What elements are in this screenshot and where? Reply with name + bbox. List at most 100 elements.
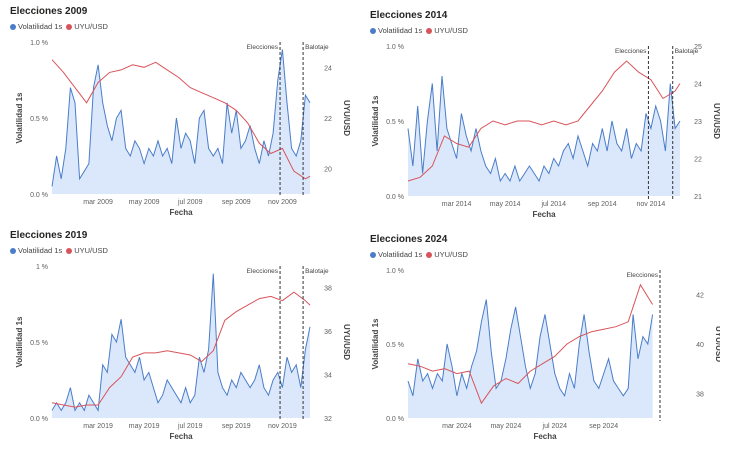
- legend-label-volatilidad: Volatilidad 1s: [18, 246, 63, 255]
- y-tick-label: 1.0 %: [386, 268, 404, 275]
- annotation-label: Balotaje: [305, 44, 329, 51]
- y-tick-label: 0.0 %: [386, 194, 404, 201]
- y2-axis-title: UYU/USD: [342, 100, 350, 136]
- annotation-label: Elecciones: [247, 268, 279, 275]
- legend-item-volatilidad: Volatilidad 1s: [10, 246, 62, 255]
- y-tick-label: 1 %: [36, 264, 48, 271]
- legend-item-uyu-usd: UYU/USD: [66, 246, 108, 255]
- legend-label-volatilidad: Volatilidad 1s: [18, 22, 63, 31]
- legend-item-volatilidad: Volatilidad 1s: [10, 22, 62, 31]
- y2-tick-label: 38: [324, 286, 332, 293]
- y2-tick-label: 34: [324, 373, 332, 380]
- x-tick-label: sep 2009: [222, 199, 251, 206]
- y2-tick-label: 25: [694, 44, 702, 51]
- annotation-label: Balotaje: [675, 48, 699, 55]
- y-tick-label: 0.0 %: [30, 416, 48, 423]
- x-tick-label: mar 2019: [83, 423, 113, 430]
- y2-axis-title: UYU/USD: [714, 326, 720, 362]
- y-axis-title: Volatilidad 1s: [371, 318, 380, 370]
- series-volatilidad-line: [407, 299, 654, 398]
- x-tick-label: may 2009: [129, 199, 160, 206]
- chart-title: Elecciones 2024: [370, 234, 448, 245]
- x-tick-label: nov 2014: [636, 201, 665, 208]
- x-tick-label: sep 2024: [589, 423, 618, 430]
- series-volatilidad-line: [51, 49, 311, 187]
- annotation-label: Elecciones: [627, 272, 659, 279]
- chart-panel-2019: Elecciones 2019 Volatilidad 1s UYU/USD 0…: [10, 230, 350, 445]
- y-tick-label: 0.5 %: [30, 116, 48, 123]
- y-axis-title: Volatilidad 1s: [15, 92, 24, 144]
- series-uyu-usd-line: [51, 291, 311, 408]
- chart-legend: Volatilidad 1s UYU/USD: [370, 250, 472, 259]
- x-tick-label: nov 2019: [268, 423, 297, 430]
- legend-dot-uyu-usd: [66, 23, 73, 30]
- y-axis-title: Volatilidad 1s: [15, 316, 24, 368]
- chart-legend: Volatilidad 1s UYU/USD: [370, 26, 472, 35]
- series-uyu-usd-line: [407, 283, 654, 405]
- y2-tick-label: 22: [694, 157, 702, 164]
- chart-legend: Volatilidad 1s UYU/USD: [10, 22, 112, 31]
- legend-label-volatilidad: Volatilidad 1s: [378, 26, 423, 35]
- annotation-label: Elecciones: [247, 44, 279, 51]
- y-tick-label: 0.5 %: [30, 340, 48, 347]
- y2-axis-title: UYU/USD: [342, 324, 350, 360]
- chart-title: Elecciones 2014: [370, 10, 448, 21]
- x-axis-title: Fecha: [169, 208, 193, 216]
- annotation-label: Balotaje: [305, 268, 329, 275]
- x-tick-label: jul 2019: [177, 423, 203, 430]
- y2-tick-label: 40: [696, 342, 704, 349]
- x-axis-title: Fecha: [533, 432, 557, 441]
- legend-dot-volatilidad: [370, 251, 376, 258]
- series-volatilidad-area: [408, 76, 680, 196]
- legend-label-uyu-usd: UYU/USD: [434, 26, 468, 35]
- chart-plot: 0.0 % 0.5 % 1.0 % 21 22 23 24 25 mar 2014 may 201…: [371, 44, 720, 219]
- legend-dot-uyu-usd: [426, 27, 433, 34]
- x-tick-label: jul 2014: [540, 201, 566, 208]
- chart-plot: 0.0 % 0.5 % 1 % 32 34 36 38 mar 2019 may 2019 jul…: [15, 264, 350, 441]
- legend-dot-volatilidad: [10, 23, 16, 30]
- y-tick-label: 0.0 %: [386, 416, 404, 423]
- x-tick-label: sep 2019: [222, 423, 251, 430]
- y-tick-label: 1.0 %: [386, 44, 404, 51]
- y-tick-label: 1.0 %: [30, 40, 48, 47]
- chart-legend: Volatilidad 1s UYU/USD: [10, 246, 112, 255]
- legend-item-uyu-usd: UYU/USD: [426, 26, 468, 35]
- legend-dot-volatilidad: [10, 247, 16, 254]
- y2-tick-label: 24: [694, 82, 702, 89]
- y2-tick-label: 24: [324, 65, 332, 72]
- legend-item-volatilidad: Volatilidad 1s: [370, 26, 422, 35]
- legend-label-uyu-usd: UYU/USD: [434, 250, 468, 259]
- x-tick-label: mar 2024: [442, 423, 472, 430]
- chart-panel-2024: Elecciones 2024 Volatilidad 1s UYU/USD 0…: [370, 234, 720, 446]
- y2-tick-label: 42: [696, 293, 704, 300]
- chart-title: Elecciones 2009: [10, 6, 88, 17]
- legend-label-volatilidad: Volatilidad 1s: [378, 250, 423, 259]
- chart-title: Elecciones 2019: [10, 230, 88, 241]
- y-tick-label: 0.5 %: [386, 119, 404, 126]
- x-tick-label: may 2014: [490, 201, 521, 208]
- series-uyu-usd-line: [407, 60, 681, 182]
- y2-axis-title: UYU/USD: [712, 103, 720, 139]
- y-axis-title: Volatilidad 1s: [371, 95, 380, 147]
- y2-tick-label: 23: [694, 119, 702, 126]
- x-tick-label: may 2019: [129, 423, 160, 430]
- legend-label-uyu-usd: UYU/USD: [74, 22, 108, 31]
- x-tick-label: mar 2014: [442, 201, 472, 208]
- y-tick-label: 0.5 %: [386, 342, 404, 349]
- chart-plot: 0.0 % 0.5 % 1.0 % 20 22 24 mar 2009 may 2009 jul…: [15, 40, 350, 216]
- chart-plot: 0.0 % 0.5 % 1.0 % 38 40 42 mar 2024 may 2024 jul…: [371, 268, 720, 441]
- x-tick-label: mar 2009: [83, 199, 113, 206]
- x-tick-label: may 2024: [490, 423, 521, 430]
- series-volatilidad-line: [407, 75, 681, 183]
- series-volatilidad-area: [52, 273, 310, 418]
- chart-panel-2014: Elecciones 2014 Volatilidad 1s UYU/USD 0…: [370, 10, 720, 220]
- annotation-label: Elecciones: [615, 48, 647, 55]
- legend-item-volatilidad: Volatilidad 1s: [370, 250, 422, 259]
- y-tick-label: 0.0 %: [30, 192, 48, 199]
- series-uyu-usd-line: [51, 59, 311, 180]
- y2-tick-label: 22: [324, 116, 332, 123]
- legend-dot-volatilidad: [370, 27, 376, 34]
- y2-tick-label: 20: [324, 167, 332, 174]
- x-axis-title: Fecha: [532, 210, 556, 219]
- legend-label-uyu-usd: UYU/USD: [74, 246, 108, 255]
